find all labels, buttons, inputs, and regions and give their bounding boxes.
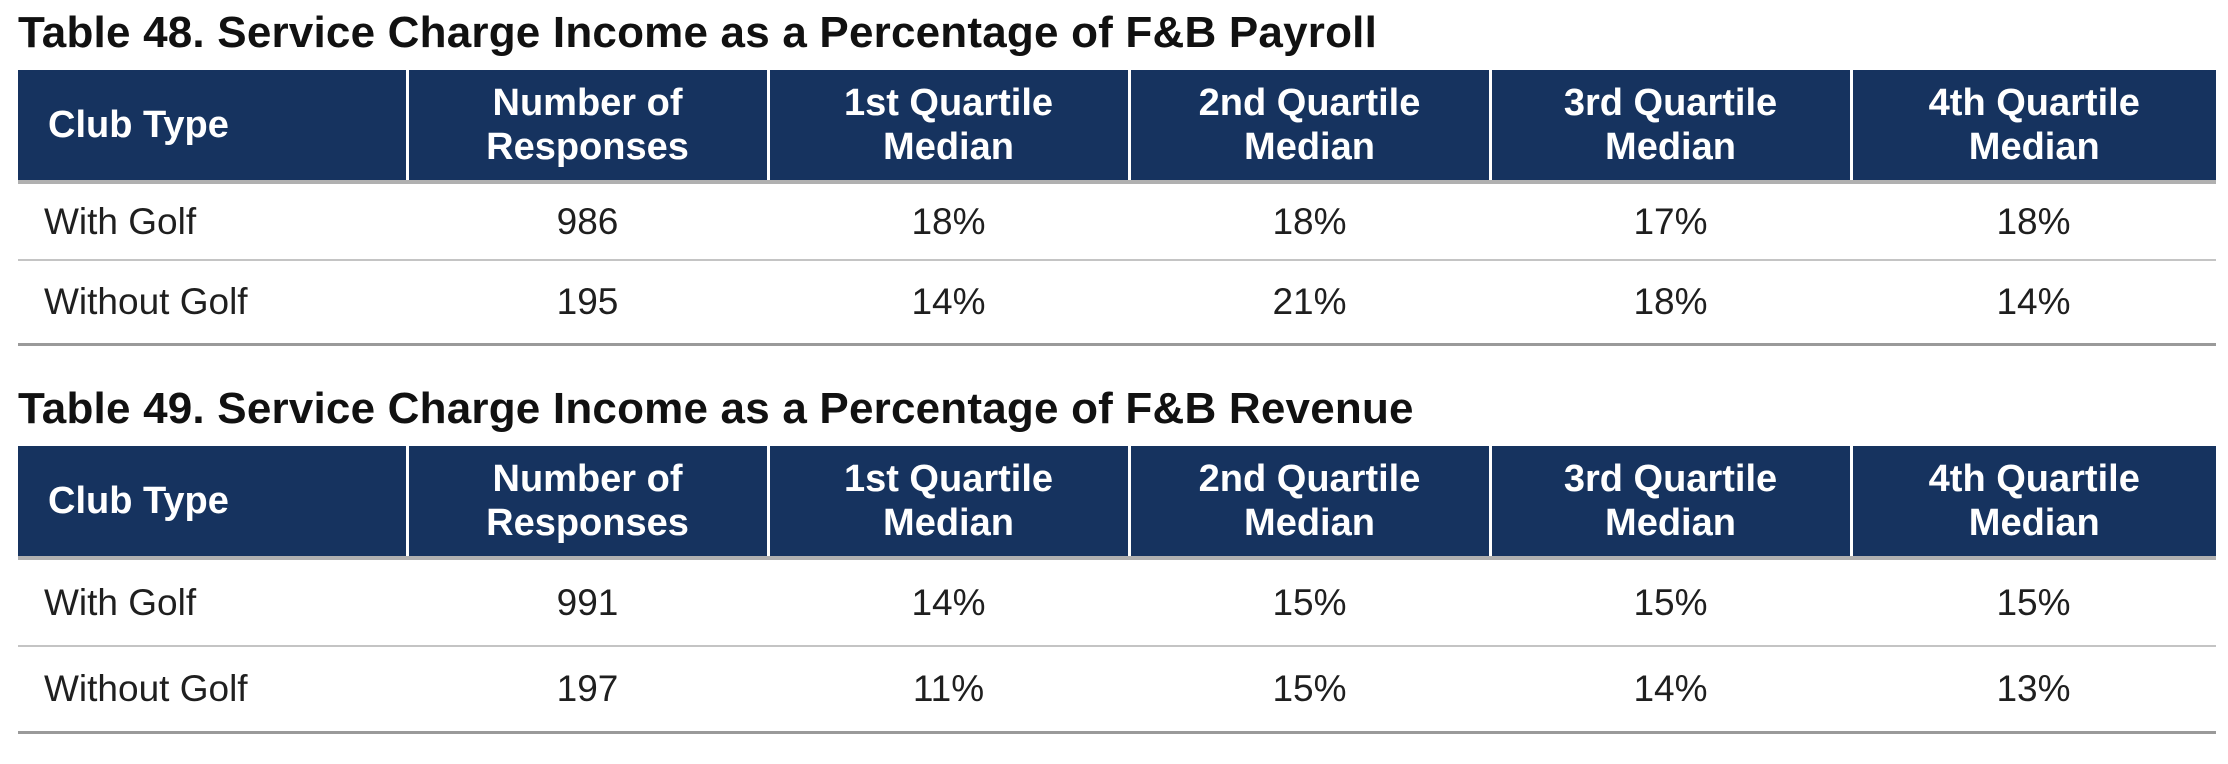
column-header-club-type: Club Type: [18, 70, 407, 182]
table-row: Without Golf 195 14% 21% 18% 14%: [18, 259, 2216, 346]
column-header-4th-quartile: 4th Quartile Median: [1849, 70, 2216, 182]
cell-4th-quartile: 15%: [1851, 556, 2216, 646]
column-header-2nd-quartile: 2nd Quartile Median: [1127, 70, 1490, 182]
column-header-number-of-responses: Number of Responses: [405, 70, 768, 182]
column-header-3rd-quartile: 3rd Quartile Median: [1488, 70, 1851, 182]
table-row: Without Golf 197 11% 15% 14% 13%: [18, 645, 2216, 734]
column-header-1st-quartile: 1st Quartile Median: [766, 446, 1129, 558]
header-line: Number of: [492, 458, 683, 500]
cell-number-of-responses: 991: [407, 556, 768, 646]
table-title: Table 48. Service Charge Income as a Per…: [18, 8, 1378, 57]
table-row: With Golf 991 14% 15% 15% 15%: [18, 556, 2216, 646]
cell-number-of-responses: 195: [407, 259, 768, 346]
cell-club-type: With Golf: [18, 180, 407, 260]
header-line: 3rd Quartile: [1563, 82, 1778, 124]
header-line: Median: [883, 126, 1014, 168]
service-charge-payroll-table: Club Type Number of Responses 1st Quarti…: [18, 70, 2216, 346]
cell-1st-quartile: 11%: [768, 645, 1129, 734]
cell-2nd-quartile: 15%: [1129, 645, 1490, 734]
header-row: Club Type Number of Responses 1st Quarti…: [18, 70, 2216, 182]
cell-3rd-quartile: 17%: [1490, 180, 1851, 260]
column-header-3rd-quartile: 3rd Quartile Median: [1488, 446, 1851, 558]
cell-2nd-quartile: 15%: [1129, 556, 1490, 646]
table-title: Table 49. Service Charge Income as a Per…: [18, 384, 1414, 433]
cell-2nd-quartile: 18%: [1129, 180, 1490, 260]
header-line: Median: [1244, 126, 1375, 168]
cell-club-type: Without Golf: [18, 645, 407, 734]
cell-2nd-quartile: 21%: [1129, 259, 1490, 346]
cell-club-type: With Golf: [18, 556, 407, 646]
header-line: Responses: [486, 126, 689, 168]
column-header-club-type: Club Type: [18, 446, 407, 558]
header-line: Club Type: [48, 480, 229, 522]
column-header-4th-quartile: 4th Quartile Median: [1849, 446, 2216, 558]
cell-3rd-quartile: 18%: [1490, 259, 1851, 346]
header-line: 4th Quartile: [1928, 82, 2140, 124]
cell-4th-quartile: 13%: [1851, 645, 2216, 734]
cell-4th-quartile: 14%: [1851, 259, 2216, 346]
header-line: Median: [883, 502, 1014, 544]
header-line: Number of: [492, 82, 683, 124]
header-line: Median: [1968, 126, 2100, 168]
header-line: 2nd Quartile: [1198, 458, 1421, 500]
header-line: Median: [1244, 502, 1375, 544]
header-line: Median: [1968, 502, 2100, 544]
cell-1st-quartile: 14%: [768, 259, 1129, 346]
service-charge-revenue-table: Club Type Number of Responses 1st Quarti…: [18, 446, 2216, 734]
cell-3rd-quartile: 14%: [1490, 645, 1851, 734]
column-header-2nd-quartile: 2nd Quartile Median: [1127, 446, 1490, 558]
header-line: 1st Quartile: [843, 458, 1054, 500]
header-row: Club Type Number of Responses 1st Quarti…: [18, 446, 2216, 558]
cell-4th-quartile: 18%: [1851, 180, 2216, 260]
column-header-1st-quartile: 1st Quartile Median: [766, 70, 1129, 182]
header-line: 1st Quartile: [843, 82, 1054, 124]
header-line: 2nd Quartile: [1198, 82, 1421, 124]
cell-1st-quartile: 18%: [768, 180, 1129, 260]
header-line: 4th Quartile: [1928, 458, 2140, 500]
cell-number-of-responses: 197: [407, 645, 768, 734]
table-row: With Golf 986 18% 18% 17% 18%: [18, 180, 2216, 260]
cell-number-of-responses: 986: [407, 180, 768, 260]
cell-club-type: Without Golf: [18, 259, 407, 346]
header-line: 3rd Quartile: [1563, 458, 1778, 500]
header-line: Responses: [486, 502, 689, 544]
header-line: Median: [1605, 502, 1736, 544]
cell-3rd-quartile: 15%: [1490, 556, 1851, 646]
column-header-number-of-responses: Number of Responses: [405, 446, 768, 558]
header-line: Median: [1605, 126, 1736, 168]
header-line: Club Type: [48, 104, 229, 146]
cell-1st-quartile: 14%: [768, 556, 1129, 646]
